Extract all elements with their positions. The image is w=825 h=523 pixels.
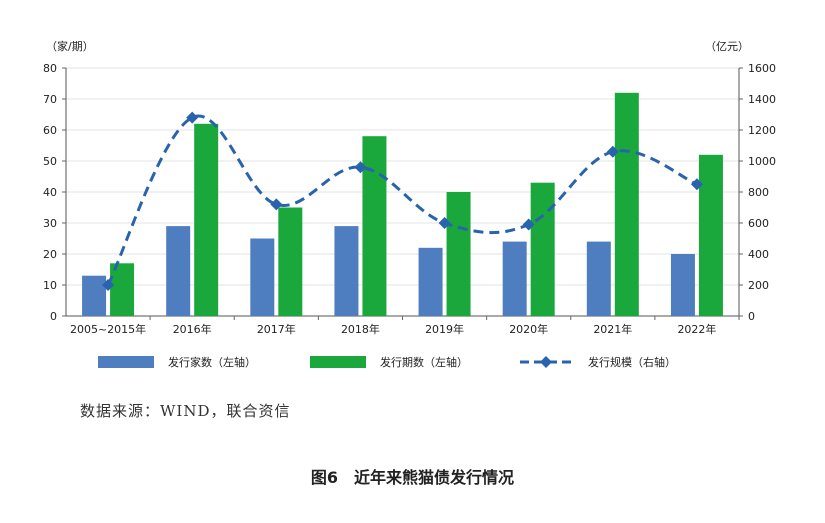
left-tick-label: 60 <box>43 124 57 137</box>
x-tick-label: 2021年 <box>593 322 632 336</box>
left-tick-label: 80 <box>43 62 57 75</box>
bar-issues <box>530 182 555 316</box>
bar-issues <box>110 263 135 316</box>
bar-issuers <box>334 226 359 316</box>
left-tick-label: 10 <box>43 279 57 292</box>
left-tick-label: 20 <box>43 248 57 261</box>
right-tick-label: 0 <box>748 310 755 323</box>
bar-issuers <box>82 275 107 316</box>
legend-swatch-scale <box>520 356 572 368</box>
point-scale <box>102 279 115 291</box>
legend-item-scale: 发行规模（右轴） <box>518 354 676 370</box>
bar-issues <box>614 92 639 316</box>
bar-issuers <box>670 254 695 316</box>
bar-issues <box>698 154 723 316</box>
point-scale <box>354 161 367 174</box>
bar-issuers <box>502 241 527 316</box>
legend-label-scale: 发行规模（右轴） <box>588 356 676 369</box>
point-scale <box>690 178 703 191</box>
bar-issuers <box>166 226 191 316</box>
point-scale <box>522 218 535 231</box>
right-tick-label: 1400 <box>748 93 776 106</box>
bar-issues <box>446 192 471 316</box>
x-tick-label: 2005~2015年 <box>70 322 146 336</box>
point-scale <box>270 198 283 211</box>
legend-label-issues: 发行期数（左轴） <box>380 356 468 369</box>
chart: 0102030405060708002004006008001000120014… <box>43 39 776 336</box>
point-scale <box>438 217 451 229</box>
right-tick-label: 1200 <box>748 124 776 137</box>
legend-item-issuers: 发行家数（左轴） <box>98 354 256 370</box>
x-tick-label: 2020年 <box>509 322 548 336</box>
bar-issues <box>194 123 219 316</box>
x-tick-label: 2016年 <box>173 322 212 336</box>
bar-issues <box>278 207 303 316</box>
legend-item-issues: 发行期数（左轴） <box>310 354 468 370</box>
bar-issuers <box>250 238 275 316</box>
right-tick-label: 400 <box>748 248 769 261</box>
point-scale <box>606 145 619 158</box>
point-scale <box>186 111 199 124</box>
left-tick-label: 50 <box>43 155 57 168</box>
left-axis-label: （家/期） <box>46 39 94 53</box>
legend: 发行家数（左轴） 发行期数（左轴） 发行规模（右轴） <box>0 354 825 378</box>
left-tick-label: 70 <box>43 93 57 106</box>
left-tick-label: 40 <box>43 186 57 199</box>
bar-issues <box>362 136 387 316</box>
right-tick-label: 200 <box>748 279 769 292</box>
legend-label-issuers: 发行家数（左轴） <box>168 356 256 369</box>
right-tick-label: 800 <box>748 186 769 199</box>
legend-swatch-issuers <box>98 356 154 368</box>
x-tick-label: 2018年 <box>341 322 380 336</box>
bar-issuers <box>418 247 443 316</box>
legend-swatch-issues <box>310 356 366 368</box>
x-tick-label: 2019年 <box>425 322 464 336</box>
right-tick-label: 1000 <box>748 155 776 168</box>
right-axis-label: （亿元） <box>705 40 749 53</box>
right-tick-label: 1600 <box>748 62 776 75</box>
x-tick-label: 2017年 <box>257 322 296 336</box>
source-note: 数据来源：WIND，联合资信 <box>80 402 291 420</box>
x-tick-label: 2022年 <box>677 322 716 336</box>
left-tick-label: 0 <box>50 310 57 323</box>
figure-title: 图6 近年来熊猫债发行情况 <box>310 468 515 487</box>
bar-issuers <box>586 241 611 316</box>
left-tick-label: 30 <box>43 217 57 230</box>
right-tick-label: 600 <box>748 217 769 230</box>
